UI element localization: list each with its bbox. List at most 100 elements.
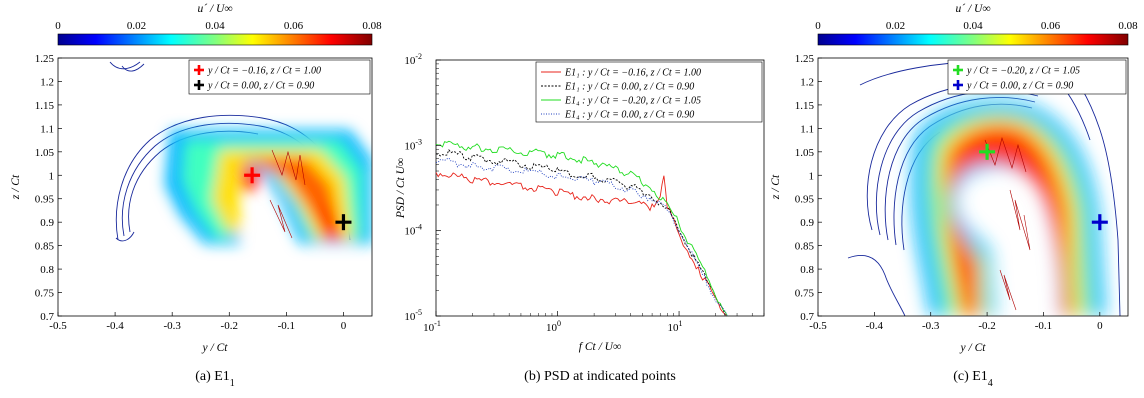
legend-a: y / Ct = −0.16, z / Ct = 1.00 y / Ct = 0.… — [188, 59, 371, 95]
series-line — [435, 149, 728, 317]
legend-label: y / Ct = 0.00, z / Ct = 0.90 — [966, 81, 1073, 92]
y-tick-label: 0.85 — [35, 241, 55, 253]
y-tick-label: 1.15 — [35, 100, 55, 112]
markers-a — [244, 167, 352, 231]
y-tick-label: 0.9 — [800, 217, 814, 229]
x-tick-label: -0.4 — [106, 320, 124, 332]
x-label-a: y / Ct — [202, 342, 229, 354]
field-c — [847, 61, 1121, 316]
colorbar-tick-label: 0.08 — [362, 20, 382, 32]
point-marker — [335, 214, 352, 231]
y-ticks-a: 0.7 0.75 0.8 0.85 0.9 0.95 1 1.05 1.1 1.15 1.2 1.25 — [35, 53, 62, 323]
y-label-a: z / Ct — [10, 174, 22, 200]
legend-entry: E1₁ : y / Ct = 0.00, z / Ct = 0.90 — [541, 82, 694, 93]
x-tick-label: -0.2 — [221, 320, 238, 332]
y-tick-label: 0.8 — [800, 264, 814, 276]
x-tick-label: -0.3 — [922, 320, 940, 332]
colorbar-tick-label: 0.02 — [886, 20, 905, 32]
y-tick-label: 0.8 — [40, 264, 54, 276]
colorbar-tick-label: 0.06 — [1041, 20, 1061, 32]
panel-b: 10-1 100 101 10-5 10-4 10-3 10-2 f Ct / U∞ PS… — [395, 52, 765, 384]
legend-b: E1₁ : y / Ct = −0.16, z / Ct = 1.00 E1₁ :… — [535, 61, 763, 123]
colorbar-tick-label: 0.06 — [284, 20, 304, 32]
series-lines-b — [435, 140, 728, 317]
point-marker — [979, 143, 996, 160]
legend-entry: E1₁ : y / Ct = −0.16, z / Ct = 1.00 — [541, 68, 701, 79]
y-ticks-b: 10-5 10-4 10-3 10-2 — [404, 52, 441, 323]
series-line — [435, 157, 728, 317]
y-tick-label: 0.95 — [35, 194, 55, 206]
y-label-b: PSD / Ct U∞ — [395, 158, 407, 219]
caption-b: (b) PSD at indicated points — [524, 369, 676, 384]
x-label-b: f Ct / U∞ — [579, 341, 621, 353]
y-tick-label: 1 — [809, 170, 815, 182]
legend-label: E1₄ : y / Ct = 0.00, z / Ct = 0.90 — [564, 110, 694, 121]
point-marker — [1091, 214, 1108, 231]
y-tick-label: 10-2 — [404, 52, 422, 67]
x-tick-label: -0.5 — [809, 320, 827, 332]
legend-label: y / Ct = −0.16, z / Ct = 1.00 — [207, 66, 321, 77]
markers-c — [979, 143, 1108, 231]
x-label-c: y / Ct — [960, 342, 987, 354]
colorbar-label-c: u´ / U∞ — [955, 3, 990, 15]
y-label-c: z / Ct — [770, 174, 782, 200]
panel-a: u´ / U∞ 0 0.02 0.04 0.06 0.08 — [10, 3, 382, 389]
panel-c: u´ / U∞ 0 0.02 0.04 0.06 0.08 — [770, 3, 1138, 389]
x-tick-label: -0.1 — [278, 320, 295, 332]
x-tick-label: -0.4 — [866, 320, 884, 332]
minor-ticks-b — [436, 63, 765, 316]
colorbar-ticks-a: 0 0.02 0.04 0.06 0.08 — [55, 20, 382, 32]
colorbar-ticks-c: 0 0.02 0.04 0.06 0.08 — [815, 20, 1138, 32]
colorbar-tick-label: 0.04 — [963, 20, 983, 32]
y-tick-label: 0.95 — [795, 194, 815, 206]
x-ticks-c: -0.5 -0.4 -0.3 -0.2 -0.1 0 — [809, 312, 1103, 332]
y-tick-label: 1.25 — [795, 53, 815, 65]
y-ticks-c: 0.7 0.75 0.8 0.85 0.9 0.95 1 1.05 1.1 1.15 1.2 1.25 — [795, 53, 822, 323]
plot-frame-c — [817, 57, 1129, 317]
colorbar-tick-label: 0.02 — [127, 20, 146, 32]
legend-entry: y / Ct = −0.20, z / Ct = 1.05 — [953, 65, 1080, 77]
legend-entry: E1₄ : y / Ct = −0.20, z / Ct = 1.05 — [541, 96, 701, 107]
point-marker — [244, 167, 261, 184]
x-tick-label: -0.5 — [49, 320, 67, 332]
legend-entry: E1₄ : y / Ct = 0.00, z / Ct = 0.90 — [541, 110, 694, 121]
colorbar-a — [57, 33, 373, 46]
y-tick-label: 10-3 — [404, 137, 422, 152]
y-tick-label: 1.1 — [40, 123, 54, 135]
y-tick-label: 1.25 — [35, 53, 55, 65]
x-tick-label: 10-1 — [423, 319, 441, 334]
y-tick-label: 1.1 — [800, 123, 814, 135]
y-tick-label: 0.9 — [40, 217, 54, 229]
y-tick-label: 10-5 — [404, 308, 422, 323]
y-tick-label: 0.85 — [795, 241, 815, 253]
y-tick-label: 10-4 — [404, 223, 422, 238]
y-tick-label: 0.75 — [795, 288, 815, 300]
y-tick-label: 1 — [49, 170, 55, 182]
y-tick-label: 0.7 — [40, 311, 54, 323]
legend-entry: y / Ct = 0.00, z / Ct = 0.90 — [194, 80, 314, 92]
legend-entry: y / Ct = 0.00, z / Ct = 0.90 — [953, 80, 1073, 92]
legend-label: E1₄ : y / Ct = −0.20, z / Ct = 1.05 — [564, 96, 701, 107]
x-tick-label: 100 — [546, 319, 561, 334]
colorbar-c — [817, 33, 1129, 46]
y-tick-label: 0.7 — [800, 311, 814, 323]
colorbar-tick-label: 0.04 — [205, 20, 225, 32]
colorbar-tick-label: 0 — [815, 20, 821, 32]
colorbar-tick-label: 0 — [55, 20, 61, 32]
x-tick-label: 0 — [341, 320, 347, 332]
x-tick-label: 0 — [1097, 320, 1103, 332]
y-tick-label: 1.2 — [40, 76, 54, 88]
x-tick-label: -0.1 — [1035, 320, 1052, 332]
legend-label: y / Ct = −0.20, z / Ct = 1.05 — [966, 66, 1080, 77]
caption-c: (c) E14 — [953, 369, 993, 389]
x-tick-label: -0.2 — [978, 320, 995, 332]
y-tick-label: 0.75 — [35, 288, 55, 300]
x-tick-label: 101 — [668, 319, 683, 334]
plot-frame-a — [57, 57, 373, 317]
colorbar-tick-label: 0.08 — [1118, 20, 1138, 32]
legend-label: E1₁ : y / Ct = −0.16, z / Ct = 1.00 — [564, 68, 701, 79]
legend-label: y / Ct = 0.00, z / Ct = 0.90 — [207, 81, 314, 92]
y-tick-label: 1.05 — [795, 147, 815, 159]
y-tick-label: 1.15 — [795, 100, 815, 112]
